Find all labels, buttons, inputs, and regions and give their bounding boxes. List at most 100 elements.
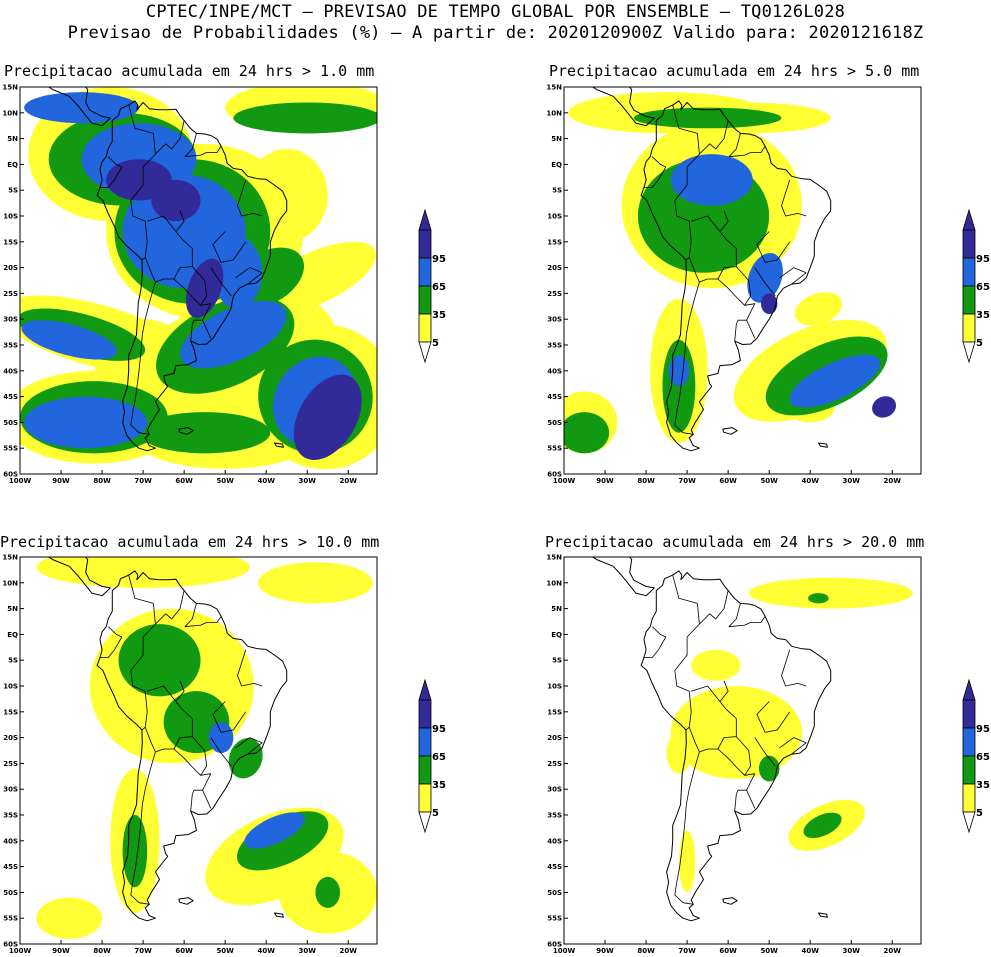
lon-tick-label: 20W (884, 477, 902, 485)
coastlines (20, 557, 288, 922)
country-border (212, 701, 247, 733)
country-border (175, 680, 185, 702)
lon-tick-label: 90W (52, 947, 70, 955)
south-america-coastline (640, 100, 832, 452)
lon-tick-label: 40W (801, 477, 819, 485)
lon-tick-label: 50W (760, 477, 778, 485)
colorbar-label: 95 (432, 254, 446, 265)
lat-tick-label: 5S (8, 657, 18, 665)
colorbar-top-arrow (962, 678, 976, 701)
lon-tick-label: 70W (134, 477, 152, 485)
lat-tick-label: 20S (547, 734, 562, 742)
lat-tick-label: 30S (547, 786, 562, 794)
colorbar-p20: 95 65 35 5 (962, 678, 990, 834)
colorbar-label: 65 (432, 752, 446, 763)
country-border (717, 748, 745, 776)
coastlines (564, 87, 832, 452)
central-america-coastline (20, 557, 111, 597)
colorbar-segment (962, 783, 976, 813)
lat-tick-label: 5N (7, 135, 18, 143)
country-border (144, 257, 193, 283)
coastlines (20, 87, 288, 452)
lon-tick-label: 70W (678, 947, 696, 955)
colorbar-top-arrow (418, 678, 432, 701)
probability-area (666, 732, 692, 774)
colorbar-segment (962, 229, 976, 259)
island-outline (817, 442, 828, 448)
country-border (672, 104, 700, 261)
lon-tick-label: 60W (175, 947, 193, 955)
lon-tick-label: 60W (175, 477, 193, 485)
central-america-coastline (20, 87, 111, 127)
lat-tick-label: 35S (547, 812, 562, 820)
lat-tick-label: 10N (546, 109, 562, 117)
lat-tick-label: EQ (551, 161, 562, 169)
island-outline (178, 427, 194, 435)
lat-tick-label: 5N (551, 605, 562, 613)
lat-tick-label: 10S (3, 213, 18, 221)
lon-tick-label: 80W (637, 477, 655, 485)
lon-tick-label: 90W (596, 477, 614, 485)
lat-tick-label: 30S (547, 316, 562, 324)
panel-title-20mm: Precipitacao acumulada em 24 hrs > 20.0 … (545, 533, 925, 551)
colorbar-label: 35 (976, 310, 990, 321)
country-border (719, 210, 729, 232)
colorbar-segment (962, 313, 976, 343)
lat-tick-label: 45S (547, 393, 562, 401)
lon-tick-label: 80W (637, 947, 655, 955)
probability-area (24, 396, 148, 449)
central-america-coastline (564, 557, 655, 597)
lon-tick-label: 30W (299, 477, 317, 485)
country-border (128, 104, 156, 261)
map-frame (19, 556, 378, 945)
colorbar-top-arrow (962, 208, 976, 231)
probability-area (139, 412, 271, 454)
lat-tick-label: 20S (3, 734, 18, 742)
map-frame (19, 86, 378, 475)
lat-tick-label: 30S (3, 786, 18, 794)
probability-area (36, 897, 103, 939)
colorbar-bottom-arrow (962, 341, 976, 364)
probability-area (678, 830, 696, 893)
country-border (699, 120, 729, 155)
lon-tick-label: 80W (93, 477, 111, 485)
lat-tick-label: 15S (3, 708, 18, 716)
country-border (147, 685, 212, 809)
island-outline (722, 897, 738, 905)
lat-tick-label: 55S (547, 445, 562, 453)
probability-area (244, 812, 305, 849)
lat-tick-label: 35S (3, 342, 18, 350)
colorbar-segment (962, 755, 976, 785)
lat-tick-label: 5N (551, 135, 562, 143)
lon-tick-label: 30W (299, 947, 317, 955)
lon-tick-label: 50W (760, 947, 778, 955)
lat-tick-label: 45S (3, 393, 18, 401)
probability-area (258, 562, 373, 604)
country-border (212, 231, 247, 263)
lat-tick-label: 50S (3, 419, 18, 427)
lat-tick-label: 40S (3, 367, 18, 375)
probability-area (180, 300, 287, 369)
probability-area (151, 179, 201, 222)
lat-tick-label: 20S (3, 264, 18, 272)
lat-tick-label: 50S (547, 419, 562, 427)
country-border (237, 179, 263, 217)
colorbar-segment (418, 285, 432, 315)
lat-tick-label: 45S (3, 863, 18, 871)
country-border (237, 649, 263, 687)
country-border (210, 267, 232, 297)
probability-area (24, 92, 139, 124)
country-border (674, 281, 700, 435)
map-frame (563, 86, 922, 475)
probability-area (564, 412, 610, 454)
lat-tick-label: 10S (3, 683, 18, 691)
country-border (644, 156, 667, 189)
colorbar-segment (418, 257, 432, 287)
island-outline (273, 442, 284, 448)
probability-area (789, 354, 881, 408)
island-outline (817, 912, 828, 918)
colorbar-segment (418, 783, 432, 813)
probability-area (872, 396, 897, 418)
lat-tick-label: 55S (3, 445, 18, 453)
